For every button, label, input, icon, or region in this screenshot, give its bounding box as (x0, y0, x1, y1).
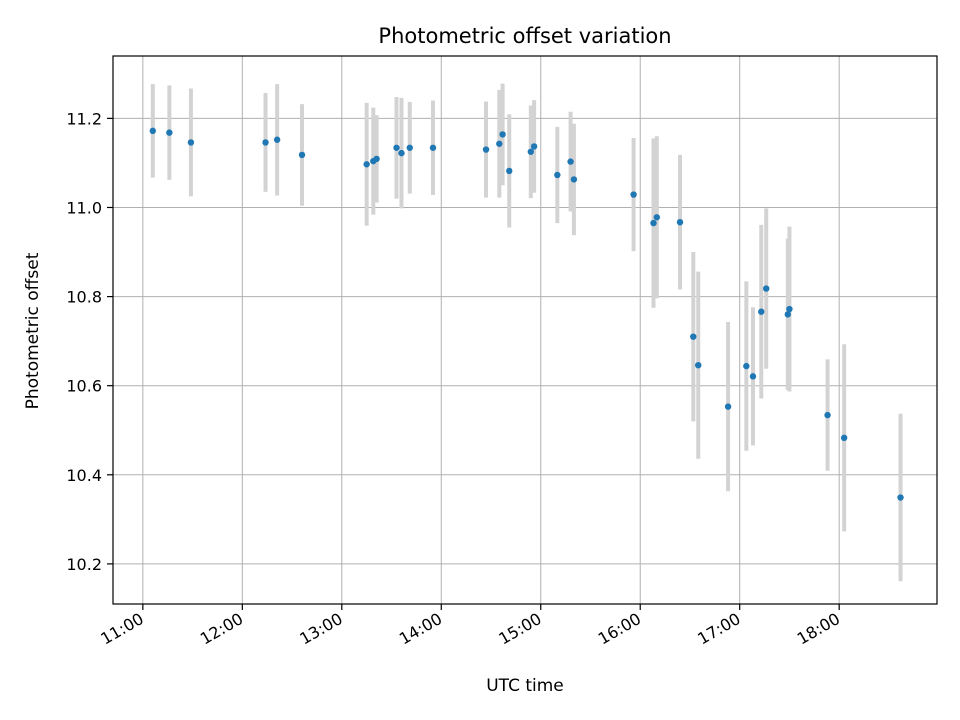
data-point (749, 373, 757, 380)
data-point (784, 311, 791, 318)
y-axis: 10.2 10.4 10.6 10.8 11.0 11.2 (66, 109, 113, 574)
data-point (363, 161, 370, 168)
y-tick-label: 11.0 (66, 198, 102, 217)
data-point (567, 158, 574, 165)
data-point (187, 139, 195, 146)
data-points (149, 127, 904, 501)
data-point (298, 151, 306, 159)
data-point (554, 171, 561, 179)
data-point (262, 139, 269, 146)
data-point (690, 333, 697, 340)
data-point (786, 305, 793, 313)
data-point (743, 362, 750, 370)
data-point (758, 308, 765, 315)
data-point (149, 127, 156, 135)
data-point (273, 136, 281, 143)
y-tick-label: 10.4 (66, 466, 102, 485)
data-point (398, 149, 405, 157)
data-point (373, 155, 380, 163)
data-point (824, 411, 831, 419)
data-point (530, 143, 538, 150)
data-point (499, 131, 506, 138)
data-point (429, 144, 437, 151)
data-point (695, 361, 702, 369)
data-point (406, 144, 413, 151)
y-tick-label: 11.2 (66, 109, 102, 128)
data-point (676, 218, 684, 226)
x-axis-title: UTC time (486, 676, 564, 696)
data-point (570, 176, 578, 183)
grid-lines (113, 56, 937, 604)
y-tick-label: 10.8 (66, 288, 102, 307)
data-point (650, 219, 657, 227)
data-point (393, 144, 400, 151)
data-point (496, 140, 503, 147)
plot-frame (112, 55, 938, 605)
data-point (653, 214, 661, 221)
data-point (630, 191, 637, 198)
y-tick-label: 10.6 (66, 377, 102, 396)
chart-title: Photometric offset variation (378, 24, 671, 48)
data-point (166, 129, 173, 136)
y-tick-label: 10.2 (66, 555, 102, 574)
data-point (527, 148, 535, 155)
data-point (724, 403, 732, 410)
data-point (482, 146, 490, 153)
y-axis-title: Photometric offset (23, 252, 43, 409)
data-point (897, 494, 904, 501)
data-point (506, 167, 513, 175)
data-point (840, 434, 848, 442)
data-point (763, 285, 770, 292)
